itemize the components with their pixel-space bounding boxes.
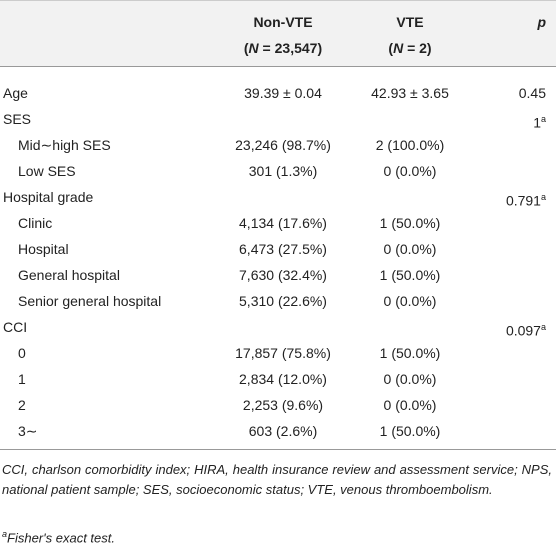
cell: 0 (0.0%) bbox=[383, 163, 437, 179]
row-label: 0 bbox=[18, 345, 26, 361]
cell: 5,310 (22.6%) bbox=[239, 293, 327, 309]
cell: 0 (0.0%) bbox=[383, 241, 437, 257]
table-rule bbox=[0, 449, 556, 450]
cell: 42.93 ± 3.65 bbox=[371, 85, 449, 101]
row-label: 1 bbox=[18, 371, 26, 387]
p-note: a bbox=[540, 114, 546, 124]
n-var: N bbox=[393, 40, 404, 56]
cell: 1 (50.0%) bbox=[379, 215, 441, 231]
cell: 4,134 (17.6%) bbox=[239, 215, 327, 231]
row-label: Low SES bbox=[18, 163, 76, 179]
p-note: a bbox=[540, 322, 546, 332]
cell: 1 (50.0%) bbox=[379, 345, 441, 361]
p-value: 1a bbox=[533, 110, 546, 132]
footnote: aFisher's exact test. bbox=[2, 526, 115, 546]
row-label: SES bbox=[3, 111, 32, 127]
row-label: Mid∼high SES bbox=[18, 137, 111, 153]
p-value: 0.791a bbox=[506, 188, 546, 210]
n-open: ( bbox=[243, 40, 249, 56]
row-label: 3∼ bbox=[18, 423, 38, 439]
n-open: ( bbox=[388, 40, 394, 56]
column-title: VTE bbox=[396, 14, 424, 30]
cell: 2,253 (9.6%) bbox=[242, 397, 324, 413]
p-text: 0.791 bbox=[505, 192, 541, 209]
cell: 1 (50.0%) bbox=[379, 423, 441, 439]
row-label: General hospital bbox=[18, 267, 120, 283]
n-rest: = 23,547) bbox=[258, 40, 323, 56]
n-var: N bbox=[248, 40, 259, 56]
p-text: 0.45 bbox=[518, 85, 546, 101]
column-title: Non-VTE bbox=[253, 14, 313, 30]
cell: 6,473 (27.5%) bbox=[239, 241, 327, 257]
table-header bbox=[0, 0, 556, 67]
p-value: 0.45 bbox=[519, 84, 546, 102]
note-text: Fisher's exact test. bbox=[7, 530, 115, 546]
cell: 0 (0.0%) bbox=[383, 371, 437, 387]
row-label: Clinic bbox=[18, 215, 53, 231]
footnote: CCI, charlson comorbidity index; HIRA, h… bbox=[2, 462, 552, 497]
p-value: 0.097a bbox=[506, 318, 546, 340]
cell: 2,834 (12.0%) bbox=[239, 371, 327, 387]
row-label: Age bbox=[3, 85, 28, 101]
row-label: CCI bbox=[3, 319, 28, 335]
row-label: Senior general hospital bbox=[18, 293, 162, 309]
p-text: 1 bbox=[533, 114, 541, 131]
cell: 7,630 (32.4%) bbox=[239, 267, 327, 283]
cell: 0 (0.0%) bbox=[383, 293, 437, 309]
column-n: (N = 2) bbox=[340, 39, 480, 57]
cell: 39.39 ± 0.04 bbox=[244, 85, 322, 101]
cell: 603 (2.6%) bbox=[248, 423, 318, 439]
cell: 0 (0.0%) bbox=[383, 397, 437, 413]
cell: 23,246 (98.7%) bbox=[235, 137, 331, 153]
n-rest: = 2) bbox=[403, 40, 432, 56]
row-label: Hospital bbox=[18, 241, 69, 257]
p-note: a bbox=[540, 192, 546, 202]
cell: 301 (1.3%) bbox=[248, 163, 318, 179]
row-label: 2 bbox=[18, 397, 26, 413]
cell: 1 (50.0%) bbox=[379, 267, 441, 283]
cell: 2 (100.0%) bbox=[375, 137, 445, 153]
cell: 17,857 (75.8%) bbox=[235, 345, 331, 361]
row-label: Hospital grade bbox=[3, 189, 94, 205]
note-mark: a bbox=[2, 529, 8, 539]
p-text: 0.097 bbox=[505, 322, 541, 339]
column-n: (N = 23,547) bbox=[213, 39, 353, 57]
column-title: p bbox=[537, 14, 546, 30]
